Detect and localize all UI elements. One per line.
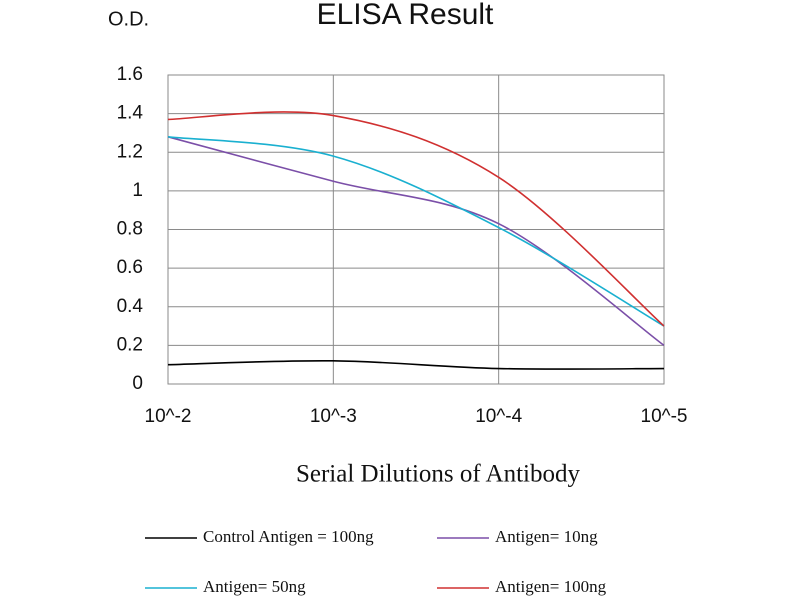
legend-label: Control Antigen = 100ng (203, 527, 374, 546)
x-tick-label: 10^-4 (475, 406, 522, 427)
y-tick-label: 0.8 (117, 219, 143, 240)
line (167, 111, 665, 327)
x-tick-label: 10^-2 (145, 406, 192, 427)
legend-label: Antigen= 100ng (495, 577, 607, 596)
y-tick-label: 1.2 (117, 141, 143, 162)
line (167, 136, 665, 327)
y-tick-label: 0.2 (117, 334, 143, 355)
legend-label: Antigen= 10ng (495, 527, 598, 546)
y-tick-label: 1.4 (117, 103, 144, 124)
chart-title: ELISA Result (317, 0, 494, 31)
y-axis-title: O.D. (108, 8, 149, 30)
plot-border (167, 74, 665, 385)
x-axis-title: Serial Dilutions of Antibody (296, 461, 581, 488)
legend-label: Antigen= 50ng (203, 577, 306, 596)
y-tick-label: 0.6 (117, 257, 143, 278)
y-tick-label: 1 (132, 180, 143, 201)
y-tick-label: 0.4 (117, 296, 144, 317)
x-tick-label: 10^-5 (641, 406, 688, 427)
line (167, 359, 665, 370)
line (167, 136, 665, 347)
y-tick-label: 1.6 (117, 64, 143, 85)
x-tick-label: 10^-3 (310, 406, 357, 427)
y-tick-label: 0 (132, 373, 143, 394)
